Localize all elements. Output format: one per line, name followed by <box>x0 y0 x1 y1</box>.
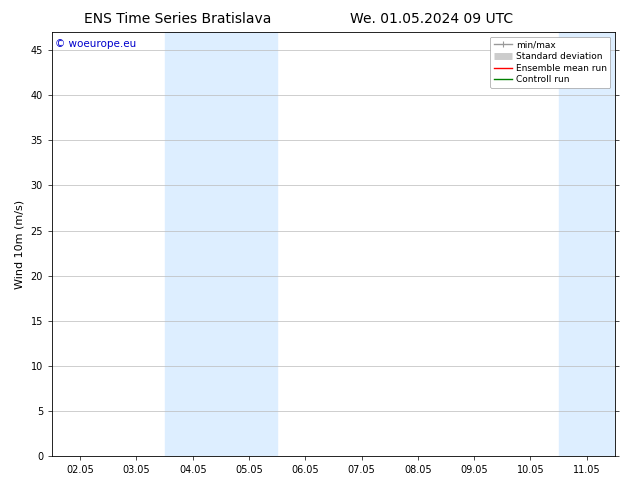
Text: We. 01.05.2024 09 UTC: We. 01.05.2024 09 UTC <box>349 12 513 26</box>
Text: © woeurope.eu: © woeurope.eu <box>55 39 136 49</box>
Text: ENS Time Series Bratislava: ENS Time Series Bratislava <box>84 12 271 26</box>
Bar <box>559 32 615 456</box>
Bar <box>165 32 277 456</box>
Y-axis label: Wind 10m (m/s): Wind 10m (m/s) <box>15 199 25 289</box>
Legend: min/max, Standard deviation, Ensemble mean run, Controll run: min/max, Standard deviation, Ensemble me… <box>491 37 611 88</box>
